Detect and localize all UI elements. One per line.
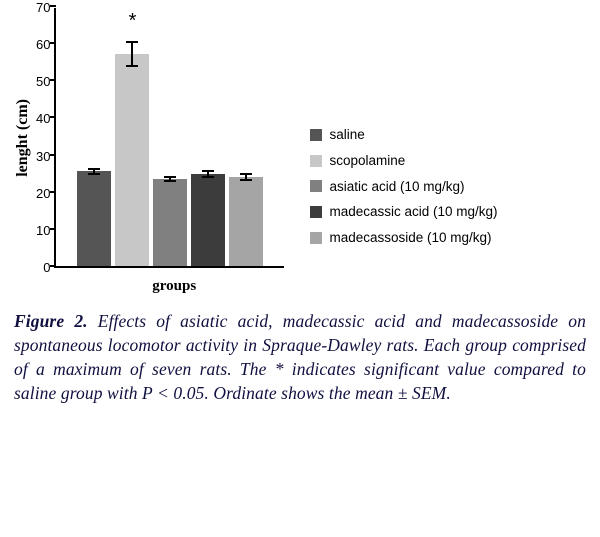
error-bar-upper [131, 41, 133, 54]
legend-label: saline [329, 122, 364, 148]
legend-swatch [310, 129, 322, 141]
legend-swatch [310, 206, 322, 218]
legend-label: madecassic acid (10 mg/kg) [329, 199, 497, 225]
significance-marker: * [129, 10, 137, 33]
error-bar-lower [245, 177, 247, 181]
figure-label: Figure 2. [14, 311, 88, 331]
bar [77, 171, 111, 266]
bar [229, 177, 263, 266]
legend-label: madecassoside (10 mg/kg) [329, 225, 491, 251]
chart-and-legend-row: lenght (cm) 706050403020100 * groups sal… [14, 8, 586, 295]
bar [191, 174, 225, 266]
bar [153, 179, 187, 266]
bars-container: * [56, 8, 284, 266]
legend: salinescopolamineasiatic acid (10 mg/kg)… [284, 52, 497, 250]
bar: * [115, 54, 149, 266]
legend-item: asiatic acid (10 mg/kg) [310, 174, 497, 200]
legend-item: scopolamine [310, 148, 497, 174]
bar-chart: lenght (cm) 706050403020100 * groups [14, 8, 284, 295]
y-tick-mark [50, 5, 56, 7]
y-axis-title: lenght (cm) [14, 99, 32, 177]
error-bar-lower [93, 171, 95, 175]
figure: lenght (cm) 706050403020100 * groups sal… [0, 0, 600, 433]
legend-item: saline [310, 122, 497, 148]
x-axis-title: groups [102, 278, 196, 295]
plot-area: * [54, 8, 284, 268]
figure-caption: Figure 2. Effects of asiatic acid, madec… [14, 309, 586, 406]
figure-caption-text: Effects of asiatic acid, madecassic acid… [14, 311, 586, 403]
legend-label: scopolamine [329, 148, 405, 174]
error-bar-lower [207, 174, 209, 178]
error-bar-lower [131, 54, 133, 67]
legend-item: madecassic acid (10 mg/kg) [310, 199, 497, 225]
legend-label: asiatic acid (10 mg/kg) [329, 174, 464, 200]
axes-row: lenght (cm) 706050403020100 * [14, 8, 284, 268]
legend-swatch [310, 232, 322, 244]
error-bar-lower [169, 179, 171, 182]
legend-item: madecassoside (10 mg/kg) [310, 225, 497, 251]
legend-swatch [310, 155, 322, 167]
legend-swatch [310, 180, 322, 192]
